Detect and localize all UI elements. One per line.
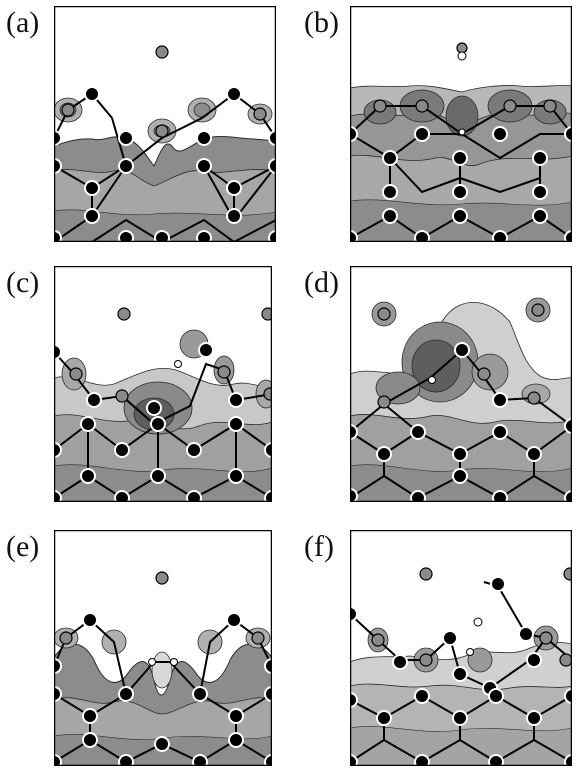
hydrogen-atoms: [148, 658, 178, 666]
hydrogen-atoms: [174, 360, 182, 368]
substrate-atoms: [350, 342, 572, 502]
contour-plot-d: [350, 266, 572, 502]
plot-frame: [54, 530, 272, 766]
adsorbate-atoms: [61, 45, 267, 138]
panel-label-c: (c): [6, 266, 40, 299]
contour-plot-c: [54, 266, 272, 502]
adsorbate-atoms: [59, 571, 265, 645]
adsorbate-atoms: [371, 567, 572, 667]
substrate-atoms: [54, 612, 272, 766]
bulk-density-region: [54, 464, 272, 502]
plot-frame: [54, 6, 276, 242]
contour-plot-e: [54, 530, 272, 766]
contour-plot-a: [54, 6, 276, 242]
hydrogen-atoms: [457, 51, 467, 136]
lower-density-region: [54, 209, 276, 242]
panel-label-e: (e): [6, 530, 40, 563]
substrate-atoms: [350, 576, 572, 766]
substrate-atoms: [54, 342, 272, 502]
hydrogen-atoms: [466, 617, 483, 656]
hydrogen-atoms: [428, 376, 436, 384]
contour-plot-f: [350, 530, 572, 766]
plot-frame: [350, 530, 572, 766]
adsorbate-atoms: [69, 307, 272, 403]
adsorbate-atoms: [377, 303, 545, 409]
panel-label-a: (a): [6, 6, 40, 39]
substrate-atoms: [54, 86, 276, 242]
substrate-atoms: [350, 126, 572, 242]
panel-label-f: (f): [304, 530, 334, 563]
contour-plot-b: [350, 6, 572, 242]
panel-label-d: (d): [304, 266, 339, 299]
plot-frame: [350, 6, 572, 242]
plot-frame: [350, 266, 572, 502]
panel-label-b: (b): [304, 6, 339, 39]
adsorbate-atoms: [373, 42, 557, 113]
plot-frame: [54, 266, 272, 502]
